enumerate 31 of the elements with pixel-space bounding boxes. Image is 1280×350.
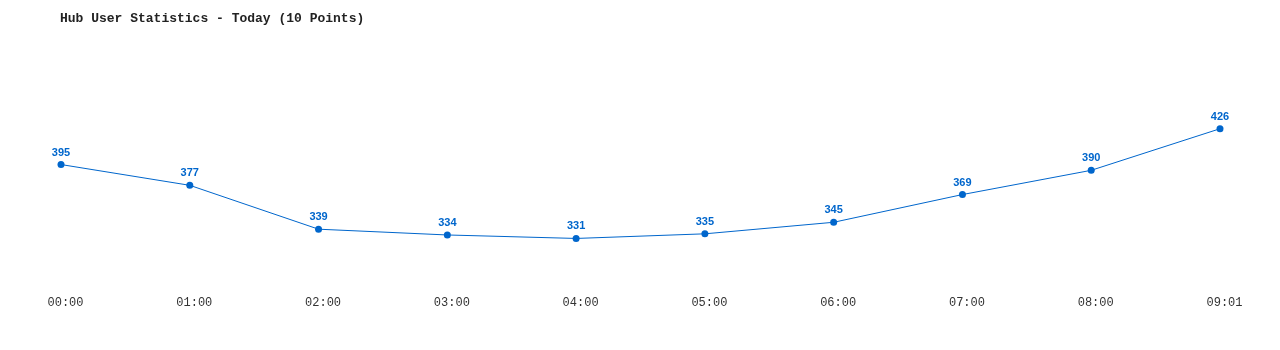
data-label: 339 xyxy=(309,210,328,223)
data-label: 331 xyxy=(566,219,586,232)
x-tick-label: 09:01 xyxy=(1206,296,1243,311)
data-label: 390 xyxy=(1082,151,1101,164)
data-label: 334 xyxy=(438,215,458,228)
point xyxy=(701,230,709,238)
data-label: 335 xyxy=(695,214,715,227)
x-tick-label: 08:00 xyxy=(1077,296,1114,311)
x-tick-label: 00:00 xyxy=(47,296,84,311)
data-label: 345 xyxy=(824,203,843,216)
point xyxy=(186,181,194,189)
point xyxy=(1216,125,1224,133)
chart-title: Hub User Statistics - Today (10 Points) xyxy=(60,11,365,26)
data-label: 426 xyxy=(1210,109,1230,122)
point xyxy=(830,218,838,226)
x-tick-label: 03:00 xyxy=(433,296,470,311)
data-label: 369 xyxy=(953,175,972,188)
x-tick-label: 04:00 xyxy=(562,296,599,311)
x-tick-label: 05:00 xyxy=(691,296,728,311)
point xyxy=(572,234,580,242)
x-tick-label: 07:00 xyxy=(948,296,985,311)
x-tick-label: 01:00 xyxy=(176,296,213,311)
point xyxy=(57,161,65,169)
x-tick-label: 02:00 xyxy=(305,296,342,311)
data-label: 395 xyxy=(51,145,71,158)
point xyxy=(958,191,966,199)
x-tick-label: 06:00 xyxy=(820,296,857,311)
point xyxy=(443,231,451,239)
point xyxy=(315,225,323,233)
point xyxy=(1087,166,1095,174)
data-label: 377 xyxy=(180,166,199,179)
